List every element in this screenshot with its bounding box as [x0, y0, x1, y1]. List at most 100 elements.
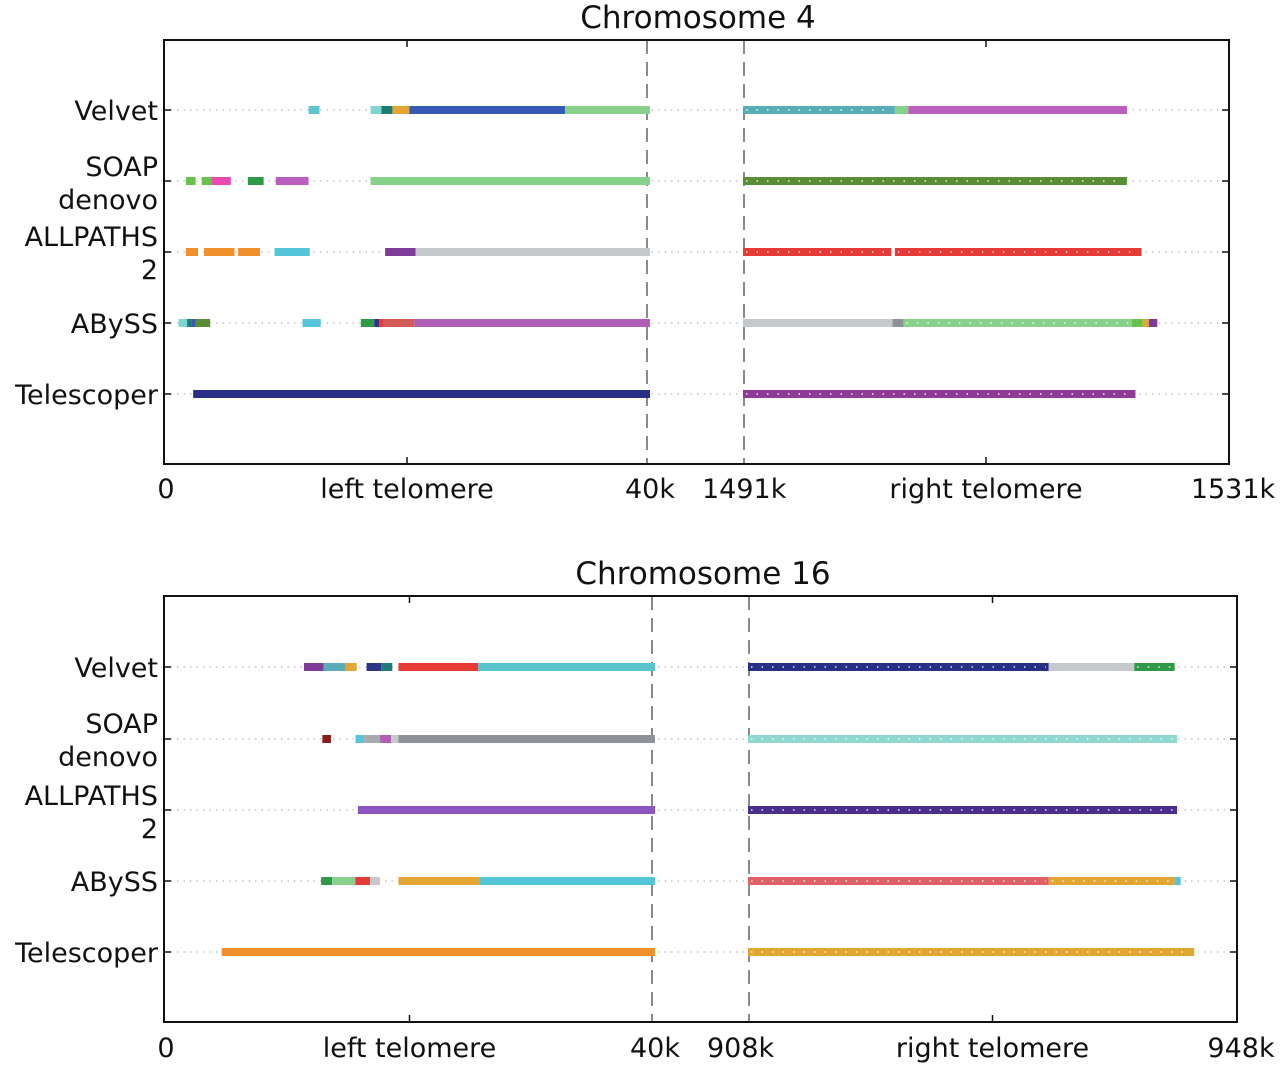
contig-bar: [743, 106, 895, 114]
contig-bar: [1142, 319, 1149, 327]
contig-bar: [385, 248, 416, 256]
x-tick-label: 908k: [707, 1033, 775, 1064]
y-tick-label: Telescoper: [14, 380, 159, 411]
contig-bar: [415, 248, 650, 256]
contig-bar: [894, 106, 909, 114]
contig-bar: [308, 106, 320, 114]
contig-bar: [478, 663, 655, 671]
contig-bar: [323, 663, 346, 671]
contig-bar: [1048, 877, 1175, 885]
contig-bar: [275, 177, 309, 185]
contig-bar: [392, 106, 410, 114]
contig-bar: [743, 390, 1136, 398]
contig-bar: [1148, 319, 1158, 327]
contig-bar: [892, 319, 904, 327]
contig-bar: [355, 735, 365, 743]
axes-frame: [163, 595, 1238, 1023]
contig-bar: [211, 177, 231, 185]
contig-bar: [409, 106, 565, 114]
contig-bar: [178, 319, 188, 327]
chromosome-16-panel: Chromosome 16 Velvet SOAP denovo ALLPATHS 2 A…: [14, 556, 1275, 1064]
contig-bar: [370, 877, 381, 885]
contig-bar: [187, 319, 192, 327]
contig-bar: [201, 177, 212, 185]
contig-bar: [1174, 877, 1181, 885]
y-tick-label: Velvet: [74, 653, 158, 684]
contig-bar: [479, 877, 655, 885]
contig-bar: [398, 877, 480, 885]
contig-bar: [247, 177, 264, 185]
contig-bar: [185, 248, 199, 256]
plot-area: Velvet SOAP denovo ALLPATHS 2 ABySS Telescoper…: [14, 595, 1275, 1064]
contig-bar: [274, 248, 310, 256]
y-tick-label: ALLPATHS 2: [25, 781, 158, 845]
contig-bar: [193, 390, 650, 398]
contig-bar: [748, 735, 1178, 743]
contig-bar: [1131, 319, 1143, 327]
contig-bar: [743, 177, 1127, 185]
x-tick-label: 40k: [625, 474, 675, 505]
contig-bar: [303, 663, 324, 671]
contig-bar: [355, 877, 371, 885]
contig-bar: [360, 319, 375, 327]
y-tick-label: ABySS: [71, 867, 158, 898]
y-tick-label: ABySS: [71, 309, 158, 340]
y-tick-label: ALLPATHS 2: [25, 222, 158, 286]
chart-title: Chromosome 16: [575, 556, 830, 592]
contig-bar: [1048, 663, 1135, 671]
contig-bar: [321, 877, 333, 885]
contig-bar: [366, 663, 382, 671]
contig-bar: [381, 663, 393, 671]
y-tick-label: SOAP denovo: [58, 709, 158, 773]
x-tick-label: left telomere: [320, 474, 494, 505]
x-tick-label: 948k: [1207, 1033, 1275, 1064]
contig-bar: [374, 319, 380, 327]
contig-bar: [185, 177, 196, 185]
contig-bar: [743, 319, 893, 327]
contig-bar: [204, 248, 235, 256]
contig-bar: [903, 319, 1132, 327]
chart-title: Chromosome 4: [580, 0, 815, 36]
contig-bar: [391, 735, 399, 743]
x-tick-label: 1531k: [1191, 474, 1276, 505]
contig-bar: [564, 106, 650, 114]
contig-bar: [380, 735, 392, 743]
contig-bar: [364, 735, 381, 743]
x-tick-label: 40k: [630, 1033, 680, 1064]
y-tick-label: Velvet: [74, 96, 158, 127]
x-tick-label: 0: [157, 474, 174, 505]
y-tick-label: SOAP denovo: [58, 152, 158, 216]
contig-bar: [195, 319, 211, 327]
contig-bar: [345, 663, 357, 671]
contig-bar: [370, 177, 650, 185]
contig-bar: [743, 248, 892, 256]
contig-bar: [381, 106, 393, 114]
contig-bar: [1134, 663, 1175, 671]
x-tick-label: 0: [157, 1033, 174, 1064]
contig-bar: [748, 948, 1195, 956]
x-tick-label: left telomere: [323, 1033, 497, 1064]
contig-bar: [748, 806, 1178, 814]
contig-bar: [238, 248, 260, 256]
contig-bar: [398, 663, 479, 671]
contig-bar: [370, 106, 382, 114]
contig-bar: [191, 319, 196, 327]
contig-bar: [398, 735, 655, 743]
contig-bar: [894, 248, 1142, 256]
contig-bar: [221, 948, 655, 956]
contig-bar: [322, 735, 331, 743]
contig-bar: [357, 806, 655, 814]
x-tick-label: right telomere: [896, 1033, 1089, 1064]
contig-bar: [302, 319, 321, 327]
x-tick-label: right telomere: [889, 474, 1082, 505]
contig-bar: [908, 106, 1127, 114]
contig-bar: [414, 319, 650, 327]
x-tick-label: 1491k: [702, 474, 787, 505]
y-tick-label: Telescoper: [14, 938, 159, 969]
contig-bar: [379, 319, 384, 327]
contig-bar: [332, 877, 356, 885]
contig-bar: [383, 319, 415, 327]
